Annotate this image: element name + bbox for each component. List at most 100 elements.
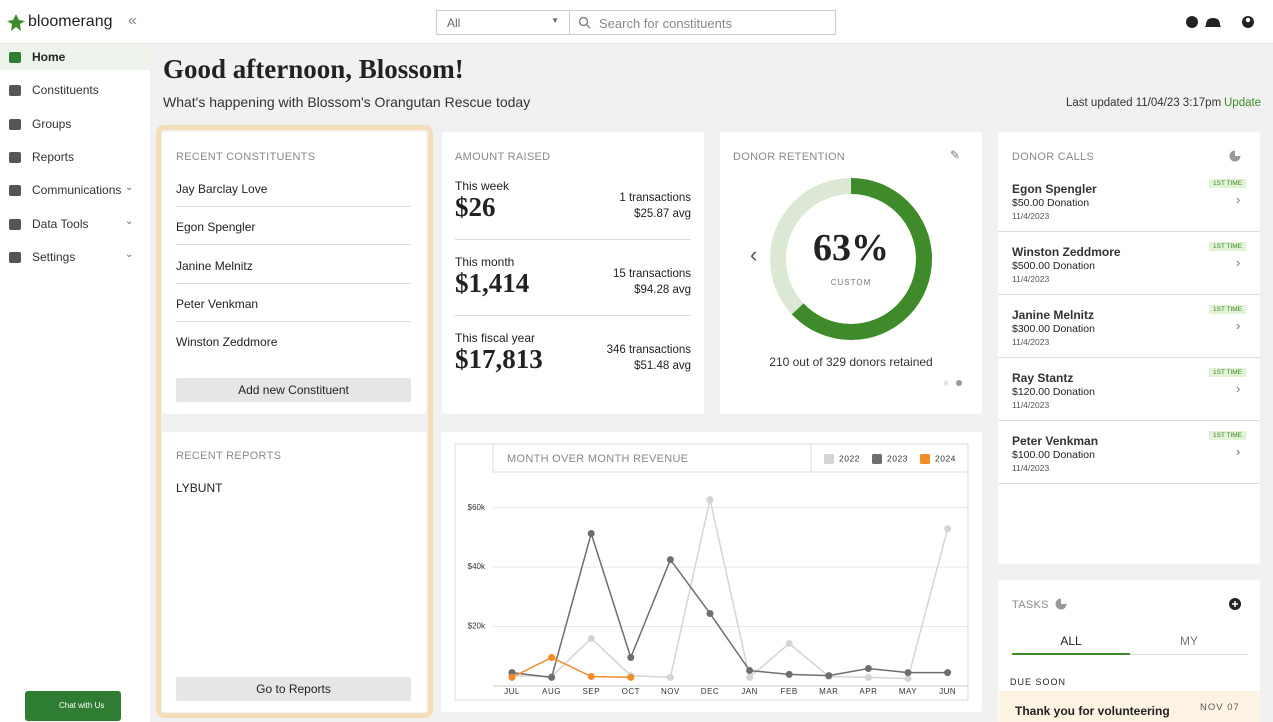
- greeting-title: Good afternoon, Blossom!: [163, 54, 464, 84]
- brand: bloomerang: [28, 13, 113, 30]
- constituent-link[interactable]: Egon Spengler: [176, 220, 256, 235]
- search-input[interactable]: Search for constituents: [570, 10, 836, 35]
- card-title: TASKS: [1012, 599, 1049, 611]
- header-icons[interactable]: [1185, 15, 1255, 29]
- x-tick-label: JUL: [504, 687, 520, 696]
- go-to-reports-button[interactable]: Go to Reports: [176, 677, 411, 701]
- data-point: [944, 525, 952, 533]
- pie-icon: [1229, 150, 1241, 162]
- badge: 1ST TIME: [1209, 305, 1247, 314]
- data-point: [904, 669, 912, 677]
- transactions: 15 transactions: [613, 268, 691, 280]
- logo-icon: [7, 14, 25, 31]
- legend-swatch: [824, 454, 834, 464]
- amount-value: $17,813: [455, 344, 543, 374]
- search-filter[interactable]: All ▼: [436, 10, 570, 35]
- nav-item[interactable]: Data Tools: [32, 216, 89, 231]
- pie-icon: [1055, 598, 1067, 610]
- data-point: [944, 669, 952, 677]
- data-point: [508, 673, 516, 681]
- period-label: This month: [455, 255, 515, 269]
- x-tick-label: MAY: [899, 687, 917, 696]
- data-point: [746, 673, 754, 681]
- donation: $120.00 Donation: [1012, 386, 1095, 398]
- separator: [998, 294, 1260, 295]
- donation: $100.00 Donation: [1012, 449, 1095, 461]
- series-line: [511, 656, 631, 679]
- nav-icon: [9, 118, 21, 130]
- tab-underline: [1130, 654, 1248, 655]
- separator: [998, 357, 1260, 358]
- data-point: [587, 530, 595, 538]
- legend-swatch: [872, 454, 882, 464]
- task-tab[interactable]: ALL: [1060, 634, 1082, 648]
- constituent-link[interactable]: Winston Zeddmore: [176, 335, 278, 350]
- task-title: Thank you for volunteering: [1015, 704, 1170, 718]
- data-point: [864, 664, 872, 672]
- x-tick-label: FEB: [781, 687, 798, 696]
- highlight-frame: [156, 125, 433, 718]
- data-point: [627, 653, 635, 661]
- pager-dots[interactable]: [940, 378, 965, 388]
- nav-chevron: ⌄: [125, 182, 134, 194]
- greeting-subtitle: What's happening with Blossom's Oranguta…: [163, 94, 531, 110]
- data-point: [706, 496, 714, 504]
- data-point: [587, 634, 595, 642]
- update-link[interactable]: Update: [1224, 97, 1262, 109]
- nav-chevron: ⌄: [125, 248, 134, 260]
- donor-name: Janine Melnitz: [1012, 308, 1095, 322]
- nav-item[interactable]: Constituents: [32, 83, 99, 98]
- constituent-link[interactable]: Janine Melnitz: [176, 258, 253, 273]
- amount-value: $1,414: [455, 268, 530, 298]
- series-line: [511, 530, 948, 679]
- separator: [455, 315, 691, 316]
- task-date: NOV 07: [1200, 702, 1240, 713]
- constituent-link[interactable]: Peter Venkman: [176, 296, 259, 311]
- data-point: [785, 639, 793, 647]
- add-constituent-button[interactable]: Add new Constituent: [176, 378, 411, 402]
- separator: [176, 282, 411, 284]
- chevron: ›: [1236, 255, 1241, 270]
- task-tab[interactable]: MY: [1180, 634, 1198, 648]
- add-task-button[interactable]: [1228, 597, 1242, 611]
- nav-icon: [9, 251, 21, 263]
- nav-active: [0, 44, 150, 70]
- legend-label: 2024: [935, 453, 956, 463]
- donor-name: Ray Stantz: [1012, 371, 1074, 385]
- nav-item[interactable]: Communications: [32, 183, 122, 198]
- chat-button[interactable]: Chat with Us: [25, 691, 121, 721]
- nav-item[interactable]: Groups: [32, 116, 72, 131]
- call-date: 11/4/2023: [1012, 400, 1050, 410]
- chevron: ›: [1236, 444, 1241, 459]
- separator: [176, 206, 411, 207]
- separator: [455, 239, 691, 240]
- badge: 1ST TIME: [1209, 179, 1247, 188]
- nav-item[interactable]: Home: [32, 50, 66, 64]
- edit-icon[interactable]: ✎: [950, 148, 961, 162]
- legend-label: 2022: [839, 453, 860, 463]
- x-tick-label: MAR: [819, 687, 838, 696]
- task-row[interactable]: [999, 691, 1260, 722]
- nav-item[interactable]: Settings: [32, 249, 76, 264]
- nav-icon: [9, 52, 21, 63]
- collapse-button[interactable]: «: [128, 12, 137, 29]
- card-title: AMOUNT RAISED: [455, 151, 551, 163]
- x-tick-label: AUG: [542, 687, 561, 696]
- card-title: DONOR CALLS: [1012, 151, 1095, 163]
- legend-swatch: [920, 454, 930, 464]
- donation: $300.00 Donation: [1012, 323, 1095, 335]
- prev-arrow[interactable]: ‹: [750, 242, 757, 267]
- separator: [176, 320, 411, 322]
- card-title: RECENT REPORTS: [176, 450, 282, 462]
- report-link[interactable]: LYBUNT: [176, 481, 223, 495]
- nav-item[interactable]: Reports: [32, 149, 75, 164]
- amount-raised-card: [442, 132, 704, 414]
- constituent-link[interactable]: Jay Barclay Love: [176, 182, 268, 196]
- nav-icon: [9, 185, 21, 197]
- badge: 1ST TIME: [1209, 368, 1247, 377]
- donation: $500.00 Donation: [1012, 260, 1095, 272]
- separator: [998, 420, 1260, 421]
- transactions: 346 transactions: [606, 344, 691, 356]
- section-label: DUE SOON: [1010, 677, 1067, 687]
- x-tick-label: DEC: [701, 687, 719, 696]
